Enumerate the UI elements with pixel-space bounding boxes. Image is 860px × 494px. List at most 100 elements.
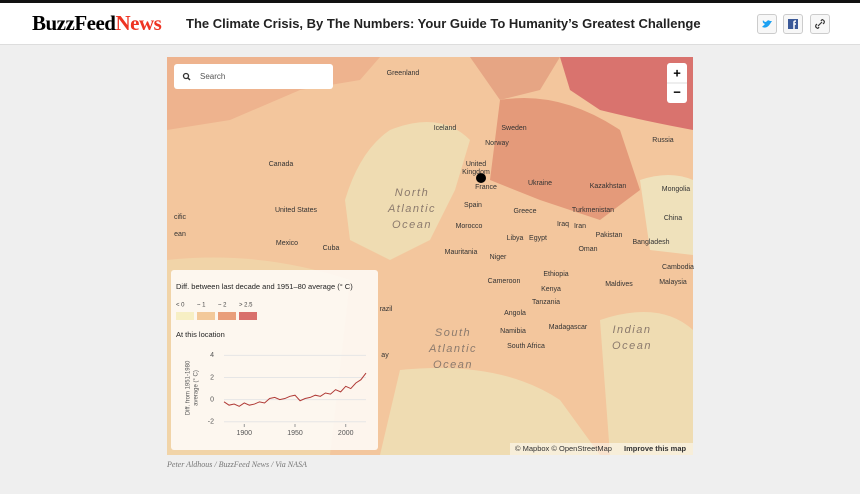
ocean-label: South bbox=[435, 327, 471, 339]
logo[interactable]: BuzzFeedNews bbox=[32, 11, 162, 36]
place-label: Tanzania bbox=[532, 299, 560, 306]
place-label: Oman bbox=[578, 246, 597, 253]
zoom-out[interactable]: − bbox=[673, 84, 681, 99]
place-label: Sweden bbox=[501, 125, 526, 132]
place-label: Mexico bbox=[276, 240, 298, 247]
y-tick-label: 4 bbox=[210, 352, 214, 359]
legend-panel bbox=[171, 270, 378, 450]
place-label: Madagascar bbox=[549, 324, 588, 331]
place-label: Ethiopia bbox=[543, 271, 568, 278]
legend-swatch bbox=[239, 312, 257, 320]
search-box[interactable] bbox=[174, 64, 333, 89]
link-button[interactable] bbox=[810, 14, 830, 34]
attribution-bg bbox=[510, 443, 693, 455]
place-label: Morocco bbox=[456, 223, 483, 230]
place-label: China bbox=[664, 215, 682, 222]
y-axis-label: Diff. from 1951-1980 bbox=[186, 360, 192, 415]
y-axis-label: average (° C) bbox=[194, 370, 200, 406]
place-label: cific bbox=[174, 214, 187, 221]
brand-suffix: News bbox=[115, 11, 162, 35]
legend-swatch bbox=[218, 312, 236, 320]
region bbox=[490, 98, 640, 220]
y-tick-label: 2 bbox=[210, 374, 214, 381]
location-marker[interactable] bbox=[476, 173, 486, 183]
region bbox=[470, 57, 560, 100]
legend-swatch bbox=[176, 312, 194, 320]
place-label: Ukraine bbox=[528, 180, 552, 187]
place-label: ean bbox=[174, 231, 186, 238]
search-icon bbox=[182, 72, 190, 80]
place-label: South Africa bbox=[507, 343, 545, 350]
ocean-label: Indian bbox=[613, 324, 652, 336]
place-label: Cameroon bbox=[488, 278, 521, 285]
map[interactable]: Greenland Iceland Sweden Norway Russia Canada… bbox=[0, 0, 860, 455]
legend-title: Diff. between last decade and 1951–80 av… bbox=[176, 282, 353, 291]
place-label: Namibia bbox=[500, 328, 526, 335]
place-label: ay bbox=[381, 352, 389, 359]
place-label: Cuba bbox=[323, 245, 340, 252]
place-label: Turkmenistan bbox=[572, 207, 614, 214]
top-bar bbox=[0, 0, 860, 3]
place-label: Greenland bbox=[387, 70, 420, 77]
place-label: Greece bbox=[514, 208, 537, 215]
ocean-label: Ocean bbox=[612, 340, 652, 352]
place-label: Spain bbox=[464, 202, 482, 209]
temperature-line bbox=[223, 372, 367, 407]
place-label: Russia bbox=[652, 137, 674, 144]
region bbox=[600, 312, 693, 455]
region bbox=[640, 175, 693, 255]
place-label: United bbox=[466, 161, 486, 168]
place-label: Iraq bbox=[557, 221, 569, 228]
place-label: Mauritania bbox=[445, 249, 478, 256]
place-label: Iran bbox=[574, 223, 586, 230]
y-tick-label: 0 bbox=[210, 396, 214, 403]
place-label: Kazakhstan bbox=[590, 183, 627, 190]
place-label: Kingdom bbox=[462, 169, 490, 176]
x-tick-label: 1950 bbox=[287, 430, 303, 437]
ocean-label: Atlantic bbox=[428, 343, 477, 355]
zoom-in[interactable]: + bbox=[673, 65, 681, 80]
article-title: The Climate Crisis, By The Numbers: Your… bbox=[186, 16, 701, 31]
search-placeholder: Search bbox=[200, 72, 225, 81]
place-label: France bbox=[475, 184, 497, 191]
place-label: Malaysia bbox=[659, 279, 687, 286]
y-tick-label: -2 bbox=[208, 419, 214, 426]
twitter-button[interactable] bbox=[757, 14, 777, 34]
ocean-label: Atlantic bbox=[387, 203, 436, 215]
ocean-label: North bbox=[395, 187, 429, 199]
caption: Peter Aldhous / BuzzFeed News / Via NASA bbox=[167, 460, 307, 469]
brand: BuzzFeed bbox=[32, 11, 116, 35]
header: BuzzFeedNews The Climate Crisis, By The … bbox=[0, 3, 860, 45]
region bbox=[380, 368, 600, 455]
ocean-label: Ocean bbox=[392, 219, 432, 231]
place-label: Angola bbox=[504, 310, 526, 317]
region bbox=[560, 57, 693, 130]
legend-label: < 0 bbox=[176, 303, 185, 309]
region bbox=[345, 122, 470, 260]
search-icon bbox=[187, 77, 191, 81]
place-label: razil bbox=[380, 306, 393, 313]
facebook-button[interactable] bbox=[783, 14, 803, 34]
legend-label: > 2.5 bbox=[239, 303, 253, 309]
x-tick-label: 2000 bbox=[338, 430, 354, 437]
ocean-label: Ocean bbox=[433, 359, 473, 371]
location-title: At this location bbox=[176, 330, 225, 339]
place-label: Pakistan bbox=[596, 232, 623, 239]
place-label: Libya bbox=[507, 235, 524, 242]
legend-swatch bbox=[197, 312, 215, 320]
place-label: Kenya bbox=[541, 286, 561, 293]
x-tick-label: 1900 bbox=[236, 430, 252, 437]
place-label: United States bbox=[275, 207, 318, 214]
place-label: Egypt bbox=[529, 235, 547, 242]
place-label: Canada bbox=[269, 161, 294, 168]
place-label: Iceland bbox=[434, 125, 457, 132]
legend-label: ~ 1 bbox=[197, 303, 206, 309]
place-label: Niger bbox=[490, 254, 507, 261]
place-label: Mongolia bbox=[662, 186, 691, 193]
improve-map[interactable]: Improve this map bbox=[624, 444, 687, 453]
attribution: © Mapbox © OpenStreetMap bbox=[515, 444, 612, 453]
place-label: Cambodia bbox=[662, 264, 694, 271]
place-label: Norway bbox=[485, 140, 509, 147]
legend-label: ~ 2 bbox=[218, 303, 227, 309]
place-label: Maldives bbox=[605, 281, 633, 288]
